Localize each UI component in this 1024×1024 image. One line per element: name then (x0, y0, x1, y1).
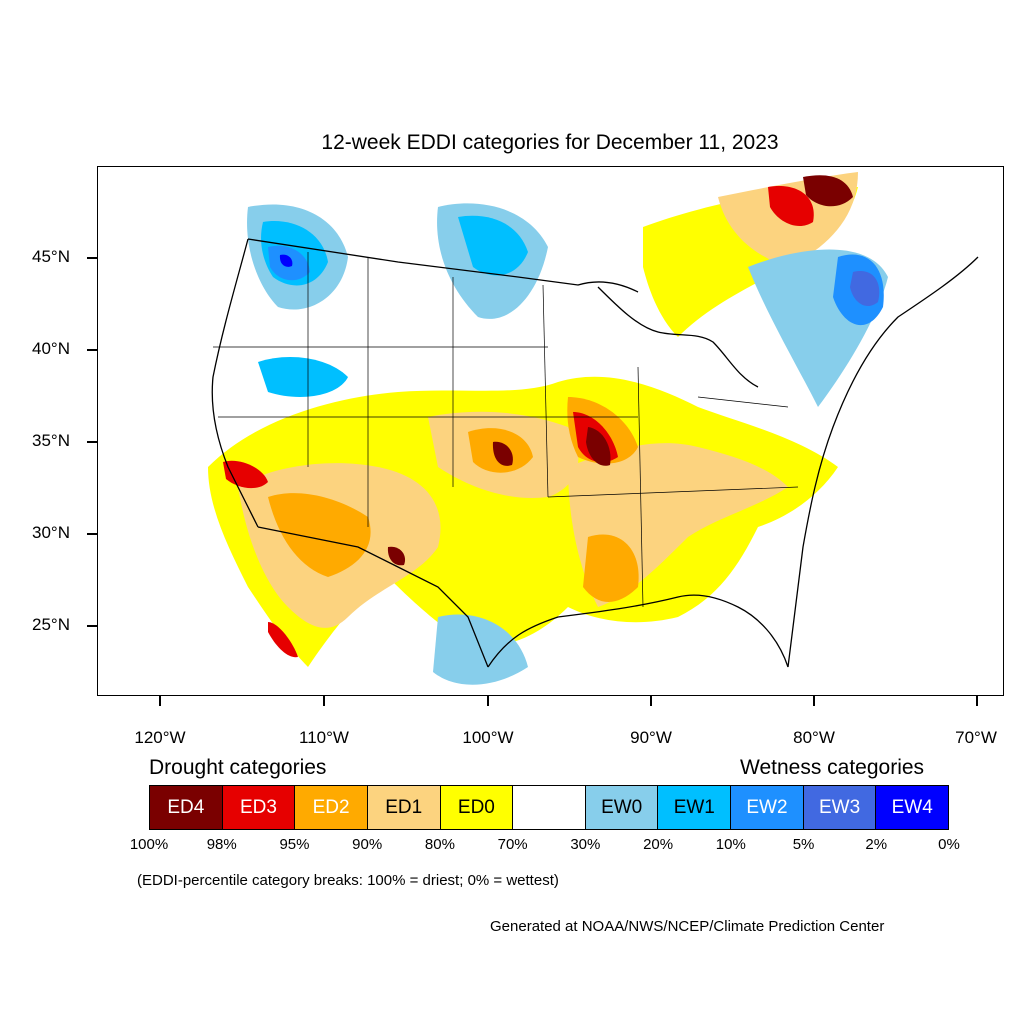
category-legend: ED4 ED3 ED2 ED1 ED0 EW0 EW1 EW2 EW3 EW4 (149, 785, 949, 830)
percentile-break-label: 5% (792, 836, 815, 853)
lat-label-40: 40°N (32, 339, 70, 358)
percentile-break-label: 2% (865, 836, 888, 853)
map-canvas (208, 172, 979, 685)
legend-box-ew1: EW1 (658, 786, 732, 829)
legend-box-neutral (513, 786, 586, 829)
lat-label-30: 30°N (32, 523, 70, 542)
legend-box-ed4: ED4 (150, 786, 223, 829)
lat-label-45: 45°N (32, 247, 70, 266)
field-ed2-sw (268, 493, 371, 577)
field-ew4-nw (279, 254, 293, 267)
lon-label-100: 100°W (462, 728, 514, 747)
percentile-break-label: 90% (352, 836, 383, 853)
field-ed4-ont (803, 175, 853, 207)
field-ew3-ne (850, 271, 880, 307)
percentile-break-label: 70% (497, 836, 528, 853)
gulf-coast (487, 594, 789, 668)
pacific-coast (211, 238, 259, 528)
legend-box-ed0: ED0 (440, 786, 514, 829)
map-title: 12-week EDDI categories for December 11,… (321, 131, 779, 154)
state-lines (213, 252, 799, 608)
field-ew1-nd (458, 215, 528, 276)
lon-tick-90 (650, 696, 652, 706)
lat-tick-35 (87, 441, 97, 443)
percentile-break-label: 98% (206, 836, 237, 853)
lon-label-110: 110°W (299, 728, 349, 747)
percentile-break-label: 0% (938, 836, 960, 853)
lon-label-70: 70°W (955, 728, 997, 747)
legend-box-ed3: ED3 (222, 786, 296, 829)
lat-label-35: 35°N (32, 431, 70, 450)
lat-tick-45 (87, 257, 97, 259)
lon-label-80: 80°W (793, 728, 835, 747)
field-ed3-ca (223, 460, 268, 489)
field-ed2-la (583, 534, 639, 602)
lon-tick-80 (813, 696, 815, 706)
eddi-map (97, 166, 1004, 696)
boundary-lines (211, 238, 979, 668)
lat-tick-25 (87, 625, 97, 627)
percentile-break-label: 95% (279, 836, 310, 853)
drought-fields (208, 172, 858, 667)
lon-tick-70 (976, 696, 978, 706)
percentile-break-label: 10% (715, 836, 746, 853)
legend-box-ew0: EW0 (585, 786, 659, 829)
legend-box-ed2: ED2 (295, 786, 368, 829)
field-ew1-ut (258, 357, 348, 397)
lat-tick-30 (87, 533, 97, 535)
legend-box-ew4: EW4 (876, 786, 949, 829)
wetness-fields (247, 203, 888, 685)
lon-label-120: 120°W (134, 728, 186, 747)
credit-line: Generated at NOAA/NWS/NCEP/Climate Predi… (490, 918, 885, 935)
great-lakes (597, 286, 759, 388)
percentile-break-label: 80% (424, 836, 455, 853)
lat-label-25: 25°N (32, 615, 70, 634)
field-ed3-baja (268, 622, 298, 658)
legend-box-ed1: ED1 (367, 786, 441, 829)
mexico-border (257, 526, 489, 668)
lon-tick-120 (159, 696, 161, 706)
drought-categories-title: Drought categories (149, 756, 327, 779)
legend-box-ew3: EW3 (803, 786, 877, 829)
lon-tick-110 (323, 696, 325, 706)
percentile-break-label: 30% (570, 836, 601, 853)
lon-tick-100 (487, 696, 489, 706)
percentile-break-label: 100% (129, 836, 169, 853)
category-note: (EDDI-percentile category breaks: 100% =… (137, 872, 559, 889)
atlantic-coast (787, 256, 979, 668)
legend-box-ew2: EW2 (731, 786, 804, 829)
us-canada-border (247, 238, 639, 293)
field-ed3-ont (768, 186, 814, 227)
field-ed4-ks (492, 441, 513, 466)
percentile-break-label: 20% (643, 836, 674, 853)
wetness-categories-title: Wetness categories (740, 756, 925, 779)
lon-label-90: 90°W (630, 728, 672, 747)
field-ed4-mo (586, 427, 611, 466)
field-ed4-nm (387, 546, 406, 566)
lat-tick-40 (87, 349, 97, 351)
